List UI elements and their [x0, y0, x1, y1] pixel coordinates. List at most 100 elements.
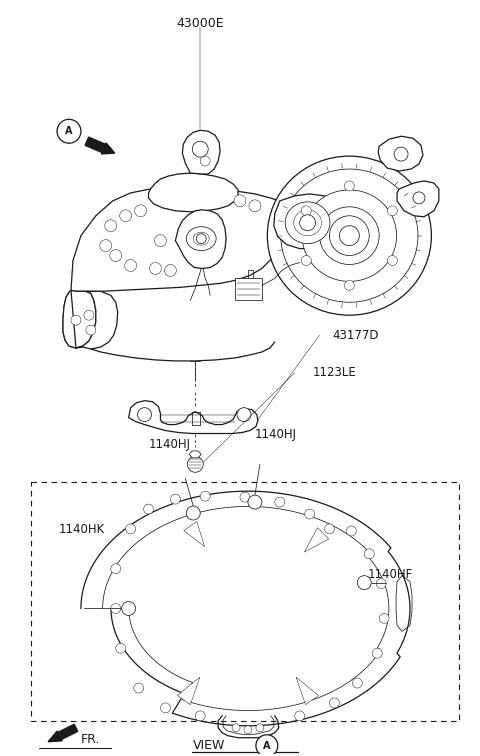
Circle shape [352, 678, 362, 688]
Ellipse shape [285, 202, 330, 243]
Ellipse shape [320, 207, 379, 265]
Circle shape [324, 524, 335, 534]
Circle shape [237, 407, 251, 422]
Circle shape [186, 506, 200, 520]
Circle shape [122, 602, 136, 615]
Polygon shape [63, 290, 96, 348]
Circle shape [110, 249, 122, 262]
Ellipse shape [302, 190, 396, 281]
Ellipse shape [281, 169, 418, 302]
Circle shape [195, 711, 205, 720]
Text: A: A [263, 741, 271, 751]
Circle shape [187, 457, 203, 472]
Circle shape [111, 603, 120, 613]
Circle shape [300, 215, 315, 231]
Circle shape [364, 549, 374, 559]
Circle shape [155, 234, 167, 246]
Circle shape [150, 262, 161, 274]
Circle shape [357, 575, 371, 590]
FancyBboxPatch shape [31, 482, 459, 720]
Polygon shape [304, 528, 329, 552]
Circle shape [125, 259, 137, 271]
Circle shape [192, 141, 208, 157]
FancyArrow shape [48, 724, 78, 742]
Circle shape [57, 119, 81, 143]
Ellipse shape [193, 232, 209, 245]
Circle shape [160, 703, 170, 713]
Circle shape [413, 192, 425, 204]
Circle shape [379, 613, 389, 624]
Polygon shape [148, 173, 238, 212]
Circle shape [256, 723, 264, 732]
Text: 1140HF: 1140HF [367, 569, 412, 581]
Circle shape [144, 504, 154, 514]
Polygon shape [296, 677, 319, 705]
Circle shape [275, 497, 285, 507]
Circle shape [200, 156, 210, 166]
Circle shape [372, 648, 382, 658]
Circle shape [249, 200, 261, 212]
Circle shape [71, 315, 81, 325]
Circle shape [84, 310, 94, 320]
Circle shape [133, 683, 144, 693]
Circle shape [232, 723, 240, 732]
Circle shape [244, 726, 252, 734]
Ellipse shape [186, 227, 216, 250]
Circle shape [394, 147, 408, 161]
Circle shape [301, 206, 312, 215]
Circle shape [295, 711, 305, 720]
Circle shape [301, 256, 312, 265]
Polygon shape [177, 677, 200, 705]
Ellipse shape [267, 156, 432, 315]
Circle shape [138, 407, 152, 422]
Circle shape [111, 564, 120, 574]
Circle shape [344, 181, 354, 191]
Circle shape [165, 265, 176, 277]
Circle shape [248, 495, 262, 509]
Text: VIEW: VIEW [192, 739, 225, 752]
Circle shape [305, 509, 314, 519]
Circle shape [234, 195, 246, 207]
Text: 1140HK: 1140HK [59, 523, 105, 537]
Circle shape [126, 524, 136, 534]
Polygon shape [184, 522, 204, 547]
Polygon shape [235, 278, 262, 300]
Circle shape [376, 578, 386, 589]
Circle shape [256, 735, 278, 756]
Circle shape [344, 280, 354, 290]
Text: A: A [65, 126, 73, 136]
Polygon shape [71, 188, 285, 291]
Ellipse shape [294, 210, 322, 236]
Text: 1140HJ: 1140HJ [148, 438, 191, 451]
Circle shape [170, 494, 180, 504]
Polygon shape [378, 136, 423, 171]
Circle shape [100, 240, 112, 252]
Polygon shape [274, 194, 341, 249]
Circle shape [387, 256, 397, 265]
Circle shape [196, 234, 206, 243]
Polygon shape [189, 451, 201, 458]
Circle shape [347, 526, 356, 536]
Polygon shape [182, 130, 220, 174]
Circle shape [387, 206, 397, 215]
Text: FR.: FR. [81, 733, 100, 746]
Text: 43177D: 43177D [333, 329, 379, 342]
Circle shape [329, 698, 339, 708]
Polygon shape [397, 181, 439, 217]
Polygon shape [63, 290, 118, 349]
Circle shape [105, 220, 117, 231]
Circle shape [86, 325, 96, 335]
FancyArrow shape [85, 137, 115, 154]
Circle shape [329, 215, 369, 256]
Text: 43000E: 43000E [177, 17, 224, 30]
Circle shape [200, 491, 210, 501]
Circle shape [240, 492, 250, 502]
Text: 1123LE: 1123LE [312, 367, 356, 380]
Circle shape [120, 210, 132, 222]
Polygon shape [129, 401, 258, 433]
Circle shape [116, 643, 126, 653]
Polygon shape [175, 210, 226, 268]
Circle shape [339, 226, 360, 246]
Text: 1140HJ: 1140HJ [255, 429, 297, 442]
Circle shape [134, 205, 146, 217]
